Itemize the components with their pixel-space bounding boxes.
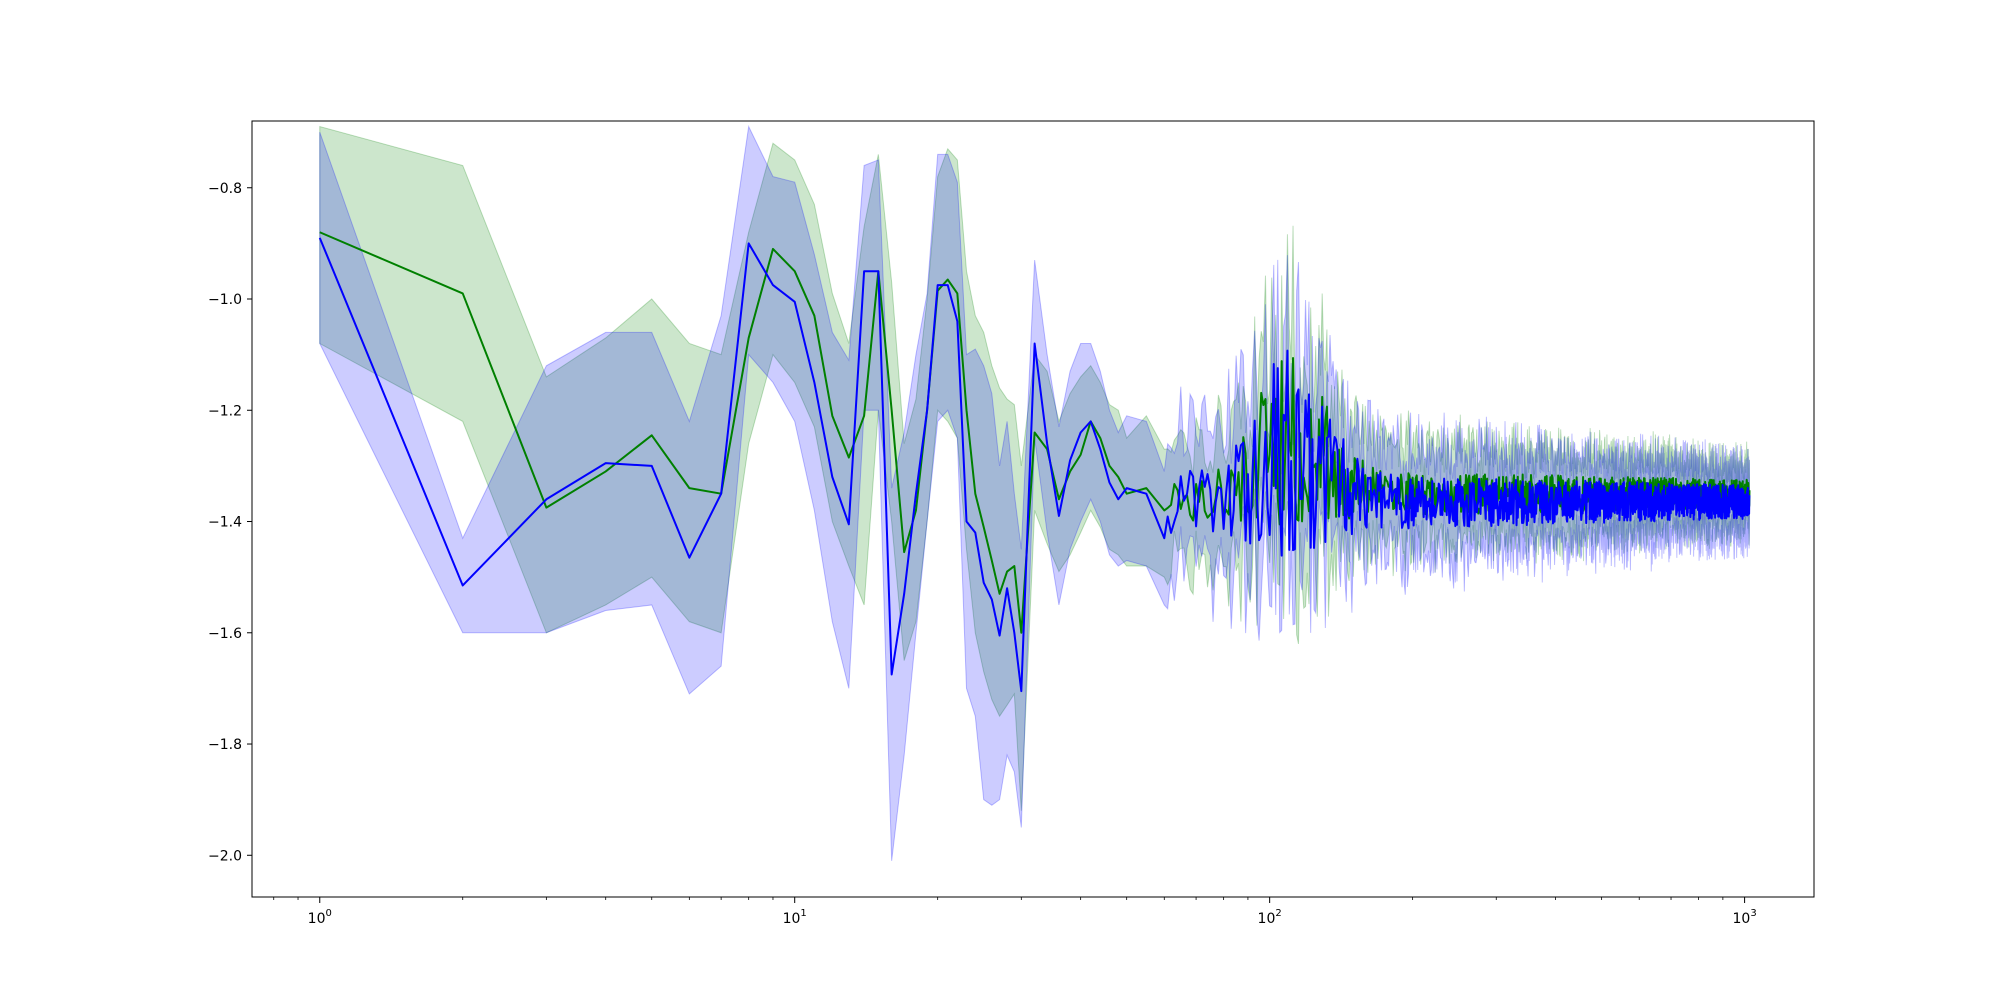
plot-area-frame xyxy=(251,120,1815,898)
y-tick-label: −1.4 xyxy=(208,515,242,531)
series-line-2 xyxy=(318,237,1751,693)
y-axis: −0.8 −1.0 −1.2 −1.4 −1.6 −1.8 −2.0 xyxy=(208,181,252,864)
series-lines xyxy=(318,231,1751,693)
y-tick-label: −1.0 xyxy=(208,292,242,308)
y-tick-label: −1.8 xyxy=(208,737,242,753)
y-tick-label: −1.2 xyxy=(208,403,242,419)
x-axis: 100 101 102 103 xyxy=(273,897,1757,927)
y-tick-label: −0.8 xyxy=(208,181,242,197)
y-tick-label: −2.0 xyxy=(208,848,242,864)
y-tick-label: −1.6 xyxy=(208,626,242,642)
